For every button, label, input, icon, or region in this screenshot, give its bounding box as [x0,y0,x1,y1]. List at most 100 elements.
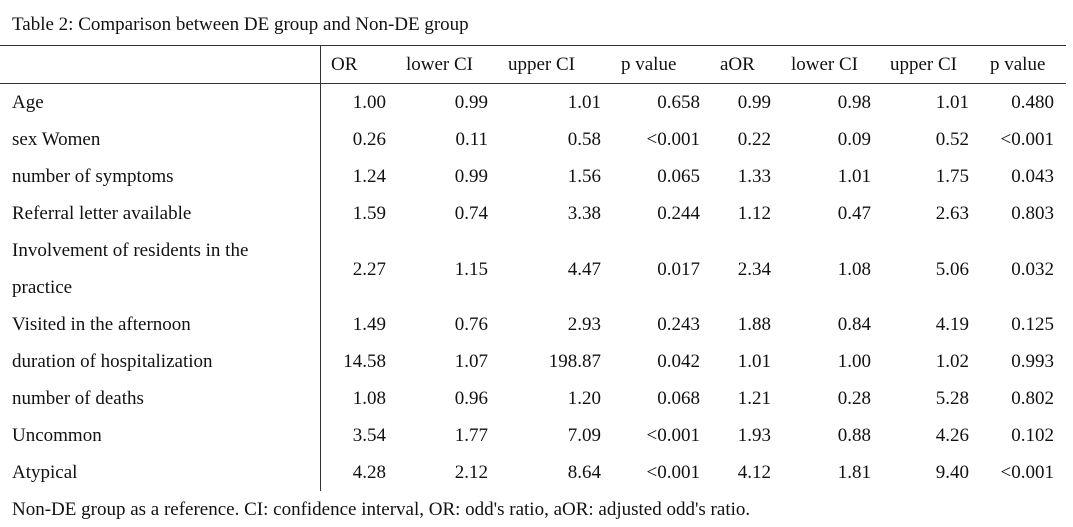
column-header: aOR [720,54,755,75]
table-cell: 2.27 [352,258,386,280]
table-footnote: Non-DE group as a reference. CI: confide… [12,499,751,520]
table-cell: 2.12 [454,462,488,483]
table-cell: 0.244 [657,203,700,224]
table-cell: 1.20 [567,388,601,409]
table-cell: 0.96 [454,388,488,409]
table-cell: 0.658 [657,92,700,113]
table-cell: 1.93 [737,425,771,446]
column-header: OR [331,54,358,75]
table-cell: 0.068 [657,388,700,409]
row-label: Age [12,92,44,113]
column-header: lower CI [406,54,474,75]
table-cell: <0.001 [646,129,700,150]
table-cell: 0.99 [737,92,771,113]
row-label: sex Women [12,129,101,150]
table-cell: 2.63 [935,203,969,224]
table-cell: 1.77 [454,425,488,446]
table-cell: 2.93 [567,314,601,335]
table-cell: 0.243 [657,314,700,335]
table-cell: 1.01 [837,166,871,187]
table-cell: 3.38 [567,203,601,224]
table-cell: 0.99 [454,166,488,187]
column-header: lower CI [791,54,859,75]
row-label: Referral letter available [12,203,192,224]
table-cell: 0.76 [454,314,488,335]
table-cell: 0.032 [1011,258,1054,280]
column-header: p value [621,54,677,75]
column-header: p value [990,54,1046,75]
table-cell: 198.87 [548,351,601,372]
table-cell: 0.102 [1011,425,1054,446]
table-cell: 0.802 [1011,388,1054,409]
row-label: Uncommon [12,425,102,446]
table-cell: 0.84 [837,314,871,335]
row-label: Visited in the afternoon [12,314,191,335]
table-cell: 1.24 [352,166,386,187]
table-cell: 4.28 [352,462,386,483]
table-cell: 1.08 [352,388,386,409]
table-cell: 1.88 [737,314,771,335]
table-cell: 0.52 [935,129,969,150]
table-cell: 1.01 [567,92,601,113]
table-cell: <0.001 [646,462,700,483]
table-cell: 1.01 [935,92,969,113]
table-cell: 1.33 [737,166,771,187]
table-cell: 0.58 [567,129,601,150]
table-cell: 0.99 [454,92,488,113]
table-cell: 4.19 [935,314,969,335]
table-cell: 0.28 [837,388,871,409]
table-cell: 1.00 [352,92,386,113]
table-cell: 5.06 [935,258,969,280]
table-cell: 0.98 [837,92,871,113]
table-cell: 0.88 [837,425,871,446]
table-cell: 1.21 [737,388,771,409]
table-cell: 0.26 [352,129,386,150]
table-cell: 4.26 [935,425,969,446]
column-divider [320,45,321,491]
table-cell: 8.64 [567,462,601,483]
table-cell: <0.001 [1000,129,1054,150]
table-cell: <0.001 [646,425,700,446]
column-header: upper CI [890,54,958,75]
row-label: Involvement of residents in the practice [12,240,249,298]
table-cell: 1.59 [352,203,386,224]
table-cell: 0.47 [837,203,871,224]
table-cell: 1.12 [737,203,771,224]
table-cell: 1.81 [837,462,871,483]
table-cell: 1.01 [737,351,771,372]
table-cell: 4.47 [567,258,601,280]
table-cell: 0.22 [737,129,771,150]
table-cell: 0.480 [1011,92,1054,113]
table-cell: 14.58 [343,351,386,372]
column-header: upper CI [508,54,576,75]
header-rule [0,83,1066,84]
table-cell: 1.07 [454,351,488,372]
table-cell: 3.54 [352,425,386,446]
table-cell: 0.065 [657,166,700,187]
table-cell: 0.125 [1011,314,1054,335]
table-cell: <0.001 [1000,462,1054,483]
table-caption: Table 2: Comparison between DE group and… [12,14,469,35]
table-cell: 1.02 [935,351,969,372]
table-cell: 4.12 [737,462,771,483]
row-label: Atypical [12,462,78,483]
table-cell: 2.34 [737,258,771,280]
table-cell: 9.40 [935,462,969,483]
table-cell: 0.803 [1011,203,1054,224]
row-label: number of symptoms [12,166,174,187]
row-label: duration of hospitalization [12,351,213,372]
row-label: number of deaths [12,388,144,409]
table-cell: 1.00 [837,351,871,372]
table-cell: 0.11 [455,129,488,150]
table-cell: 5.28 [935,388,969,409]
table-cell: 1.49 [352,314,386,335]
top-rule [0,45,1066,46]
table-cell: 0.042 [657,351,700,372]
table-cell: 7.09 [567,425,601,446]
table-cell: 0.017 [657,258,700,280]
table-cell: 1.08 [837,258,871,280]
table-cell: 1.56 [567,166,601,187]
table-cell: 1.75 [935,166,969,187]
table-cell: 1.15 [454,258,488,280]
